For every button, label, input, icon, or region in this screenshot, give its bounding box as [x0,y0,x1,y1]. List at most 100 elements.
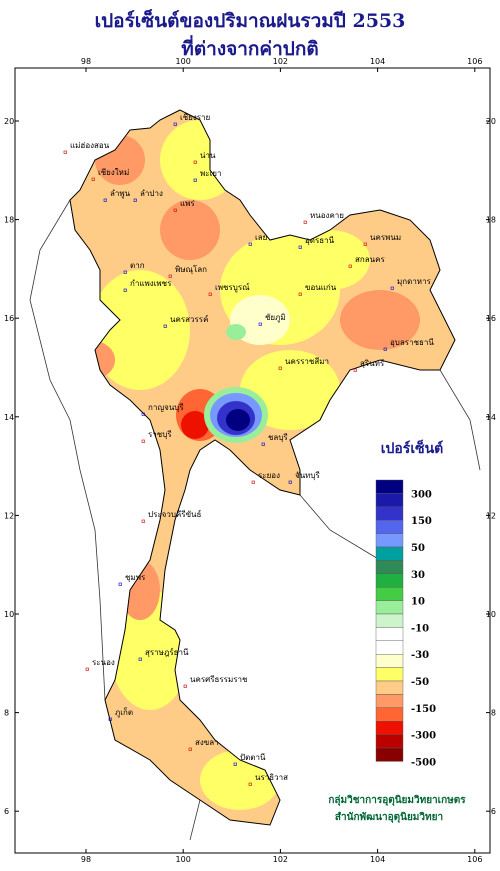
place-label: เชียงใหม่ [98,168,129,177]
station-marker [248,242,252,246]
place-label: เชียงราย [180,113,210,122]
place-label: ลำพูน [110,189,131,199]
station-marker [163,324,167,328]
station-marker [138,657,142,661]
station-marker [85,667,89,671]
station-marker [383,347,387,351]
station-marker [390,286,394,290]
station-marker [288,480,292,484]
legend-label: -500 [411,757,436,768]
station-marker [108,717,112,721]
legend-swatch [375,667,404,682]
legend-label: -150 [411,704,436,715]
station-marker [173,208,177,212]
place-label: พะเยา [200,169,221,178]
place-label: นครสวรรค์ [170,314,208,324]
x-tick-label: 104 [370,57,385,66]
legend-label: -10 [411,623,429,634]
legend-swatch [375,520,404,534]
station-marker [141,519,145,523]
y-tick-label: 18 [4,216,14,225]
place-label: สุราษฎร์ธานี [145,647,189,657]
y-tick-label: 18 [486,216,496,225]
legend-label: 300 [411,489,432,500]
place-label: นครพนม [370,233,401,242]
legend-swatch [375,479,404,494]
place-label: กำแพงเพชร [130,279,172,288]
place-label: จันทบุรี [295,471,321,480]
station-marker [353,368,357,372]
place-label: น่าน [200,151,216,160]
place-label: ประจวบคีรีขันธ์ [148,509,202,519]
station-marker [193,178,197,182]
x-tick-label: 98 [81,57,91,66]
legend-swatch [375,546,404,561]
station-marker [258,322,262,326]
place-label: ระนอง [92,658,115,667]
x-tick-label: 104 [370,855,385,864]
title-line-2: ที่ต่างจากค่าปกติ [181,35,318,60]
legend-swatch [375,587,404,601]
station-marker [188,747,192,751]
x-tick-label: 102 [273,855,288,864]
station-marker [91,177,95,181]
x-tick-label: 100 [176,57,191,66]
x-tick-label: 98 [81,855,91,864]
place-label: สุรินทร์ [360,358,385,368]
station-marker [278,366,282,370]
legend-swatch [375,560,404,575]
y-tick-label: 8 [4,709,9,718]
place-label: หนองคาย [310,211,344,220]
title-line-1: เปอร์เซ็นต์ของปริมาณฝนรวมปี 2553 [95,8,406,32]
legend-swatch [375,573,404,588]
station-marker [118,582,122,586]
station-marker [348,264,352,268]
station-marker [141,412,145,416]
legend-swatch [375,747,404,762]
legend-swatch [375,680,404,695]
place-label: ภูเก็ต [115,707,133,718]
station-marker [233,762,237,766]
legend-swatch [375,506,404,521]
legend-label: -300 [411,731,436,742]
legend-swatch [375,721,404,735]
legend-swatch [375,627,404,642]
station-marker [298,292,302,296]
y-tick-label: 12 [486,511,496,520]
station-marker [173,122,177,126]
station-marker [103,198,107,202]
legend-title: เปอร์เซ็นต์ [381,439,444,457]
station-marker [123,288,127,292]
legend-swatch [375,493,404,507]
y-tick-label: 14 [486,413,496,422]
place-label: มุกดาหาร [397,277,432,286]
place-label: ชุมพร [125,573,146,582]
place-label: สงขลา [195,738,219,747]
place-label: ราชบุรี [148,430,172,439]
legend-swatch [375,654,404,668]
credit-line-1: กลุ่มวิชาการอุตุนิยมวิทยาเกษตร [328,794,466,806]
place-label: เลย [255,233,267,242]
station-marker [303,220,307,224]
x-tick-label: 106 [467,855,482,864]
place-label: แม่ฮ่องสอน [70,141,110,150]
station-marker [193,160,197,164]
station-marker [208,292,212,296]
station-marker [183,684,187,688]
station-marker [251,480,255,484]
legend-label: 30 [411,570,425,581]
place-label: เพชรบูรณ์ [215,282,250,293]
y-tick-label: 6 [491,807,496,816]
legend-swatch [375,694,404,709]
x-tick-label: 102 [273,57,288,66]
place-label: กาญจนบุรี [148,403,184,412]
place-label: สกลนคร [355,255,385,264]
place-label: อุบลราชธานี [390,338,434,347]
legend-label: -30 [411,650,429,661]
legend-label: -50 [411,677,429,688]
y-tick-label: 14 [4,413,14,422]
y-tick-label: 12 [4,511,14,520]
place-label: ปัตตานี [240,753,266,762]
place-label: ขอนแก่น [305,283,337,292]
